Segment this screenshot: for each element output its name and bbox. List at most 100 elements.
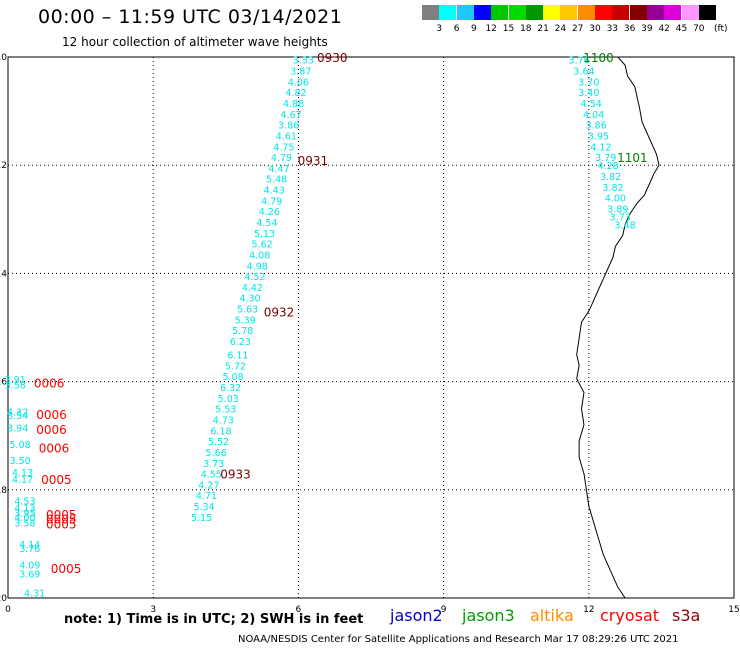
scale-label: 9 (471, 24, 477, 34)
y-tick-label: -18 (0, 486, 7, 496)
x-tick-label: 0 (5, 605, 11, 615)
swh-value: 3.82 (602, 183, 623, 194)
swh-value: 3.73 (203, 459, 224, 470)
swh-value: 5.39 (235, 315, 256, 326)
legend-item-jason2: jason2 (390, 606, 443, 625)
swh-value: 6.18 (210, 426, 231, 437)
swh-value: 4.17 (12, 475, 33, 486)
legend-item-altika: altika (530, 606, 574, 625)
scale-swatch (646, 5, 664, 20)
scale-swatch (439, 5, 457, 20)
scale-label: 21 (537, 24, 549, 34)
scale-label: 33 (606, 24, 619, 34)
swh-value: 6.23 (230, 337, 251, 348)
pass-time-label: 0933 (220, 468, 251, 482)
swh-value: 3.64 (573, 67, 594, 78)
swh-value: 4.13 (12, 468, 33, 479)
swh-value: 4.67 (281, 110, 302, 121)
swh-value: 4.32 (7, 407, 28, 418)
swh-value: 3.86 (585, 121, 606, 132)
swh-value: 4.31 (24, 589, 45, 600)
swh-value: 3.95 (588, 131, 609, 142)
pass-time-label: 0006 (39, 442, 70, 456)
swh-value: 3.58 (14, 518, 35, 529)
pass-time-label: 1101 (617, 151, 648, 165)
swh-value: 3.87 (290, 67, 311, 78)
swh-value: 3.33 (293, 56, 314, 67)
swh-value: 3.79 (595, 153, 616, 164)
swh-value: 4.08 (249, 250, 270, 261)
legend-item-jason3: jason3 (462, 606, 515, 625)
swh-value: 4.26 (259, 207, 280, 218)
legend-item-s3a: s3a (672, 606, 701, 625)
scale-label: 6 (453, 24, 460, 34)
scale-swatch (560, 5, 578, 20)
scale-swatch (508, 5, 526, 20)
swh-value: 4.00 (605, 194, 626, 205)
plot-frame (7, 56, 735, 599)
pass-time-label: 0006 (36, 408, 67, 422)
swh-value: 5.62 (252, 240, 273, 251)
swh-value: 4.98 (247, 261, 268, 272)
swh-value: 5.15 (191, 513, 212, 524)
scale-label: 42 (658, 24, 670, 34)
swh-value: 4.09 (19, 560, 40, 571)
x-tick-label: 6 (296, 605, 302, 615)
scale-swatch (681, 5, 699, 20)
swh-value: 5.48 (266, 175, 287, 186)
swh-value: 3.82 (600, 172, 621, 183)
y-tick-label: -14 (0, 269, 7, 279)
scale-label: 36 (623, 24, 636, 34)
swh-value: 4.12 (590, 142, 611, 153)
swh-value: 3.76 (569, 56, 590, 67)
swh-value: 4.06 (288, 77, 309, 88)
swh-value: 4.00 (14, 513, 35, 524)
pass-time-label: 0005 (46, 512, 77, 526)
swh-value: 4.53 (14, 497, 35, 508)
swh-value: 5.34 (193, 502, 214, 513)
swh-value: 4.04 (583, 110, 604, 121)
swh-value: 5.08 (222, 372, 243, 383)
y-tick-label: -12 (0, 161, 7, 171)
swh-value: 3.89 (607, 204, 628, 215)
swh-value: 6.11 (227, 351, 248, 362)
swh-value: 4.61 (276, 131, 297, 142)
scale-label: 24 (554, 24, 567, 34)
legend-item-cryosat: cryosat (600, 606, 660, 625)
swh-value: 3.70 (578, 77, 599, 88)
swh-value: 4.27 (198, 480, 219, 491)
swh-value: 5.08 (10, 440, 31, 451)
swh-value: 3.86 (278, 121, 299, 132)
swh-value: 5.53 (215, 405, 236, 416)
swh-value: 4.55 (201, 470, 222, 481)
swh-value: 4.47 (268, 164, 289, 175)
swh-value: 3.69 (19, 570, 40, 581)
swh-value: 3.76 (19, 544, 40, 555)
scale-swatch (664, 5, 682, 20)
swh-value: 5.63 (237, 305, 258, 316)
footer-note: note: 1) Time is in UTC; 2) SWH is in fe… (64, 612, 364, 627)
pass-time-label: 0932 (264, 305, 295, 319)
swh-value: 4.75 (273, 142, 294, 153)
swh-value: 4.54 (581, 99, 602, 110)
swh-value: 4.28 (598, 161, 619, 172)
credit-line: NOAA/NESDIS Center for Satellite Applica… (238, 634, 679, 645)
scale-label: 3 (436, 24, 443, 34)
scale-swatch (698, 5, 716, 20)
pass-time-label: 0005 (41, 473, 72, 487)
pass-time-label: 0930 (317, 51, 348, 65)
swh-value: 3.91 (5, 375, 26, 386)
scale-unit: (ft) (714, 24, 728, 34)
scale-swatch (629, 5, 647, 20)
swh-value: 4.88 (283, 99, 304, 110)
swh-value: 4.43 (264, 186, 285, 197)
swh-value: 4.42 (242, 283, 263, 294)
scale-swatch (595, 5, 612, 20)
swh-value: 5.78 (232, 326, 253, 337)
scale-label: 39 (641, 24, 653, 34)
swh-value: 4.54 (256, 218, 277, 229)
pass-time-label: 0005 (46, 508, 77, 522)
swh-value: 4.13 (14, 504, 35, 515)
x-tick-label: 12 (583, 605, 594, 615)
